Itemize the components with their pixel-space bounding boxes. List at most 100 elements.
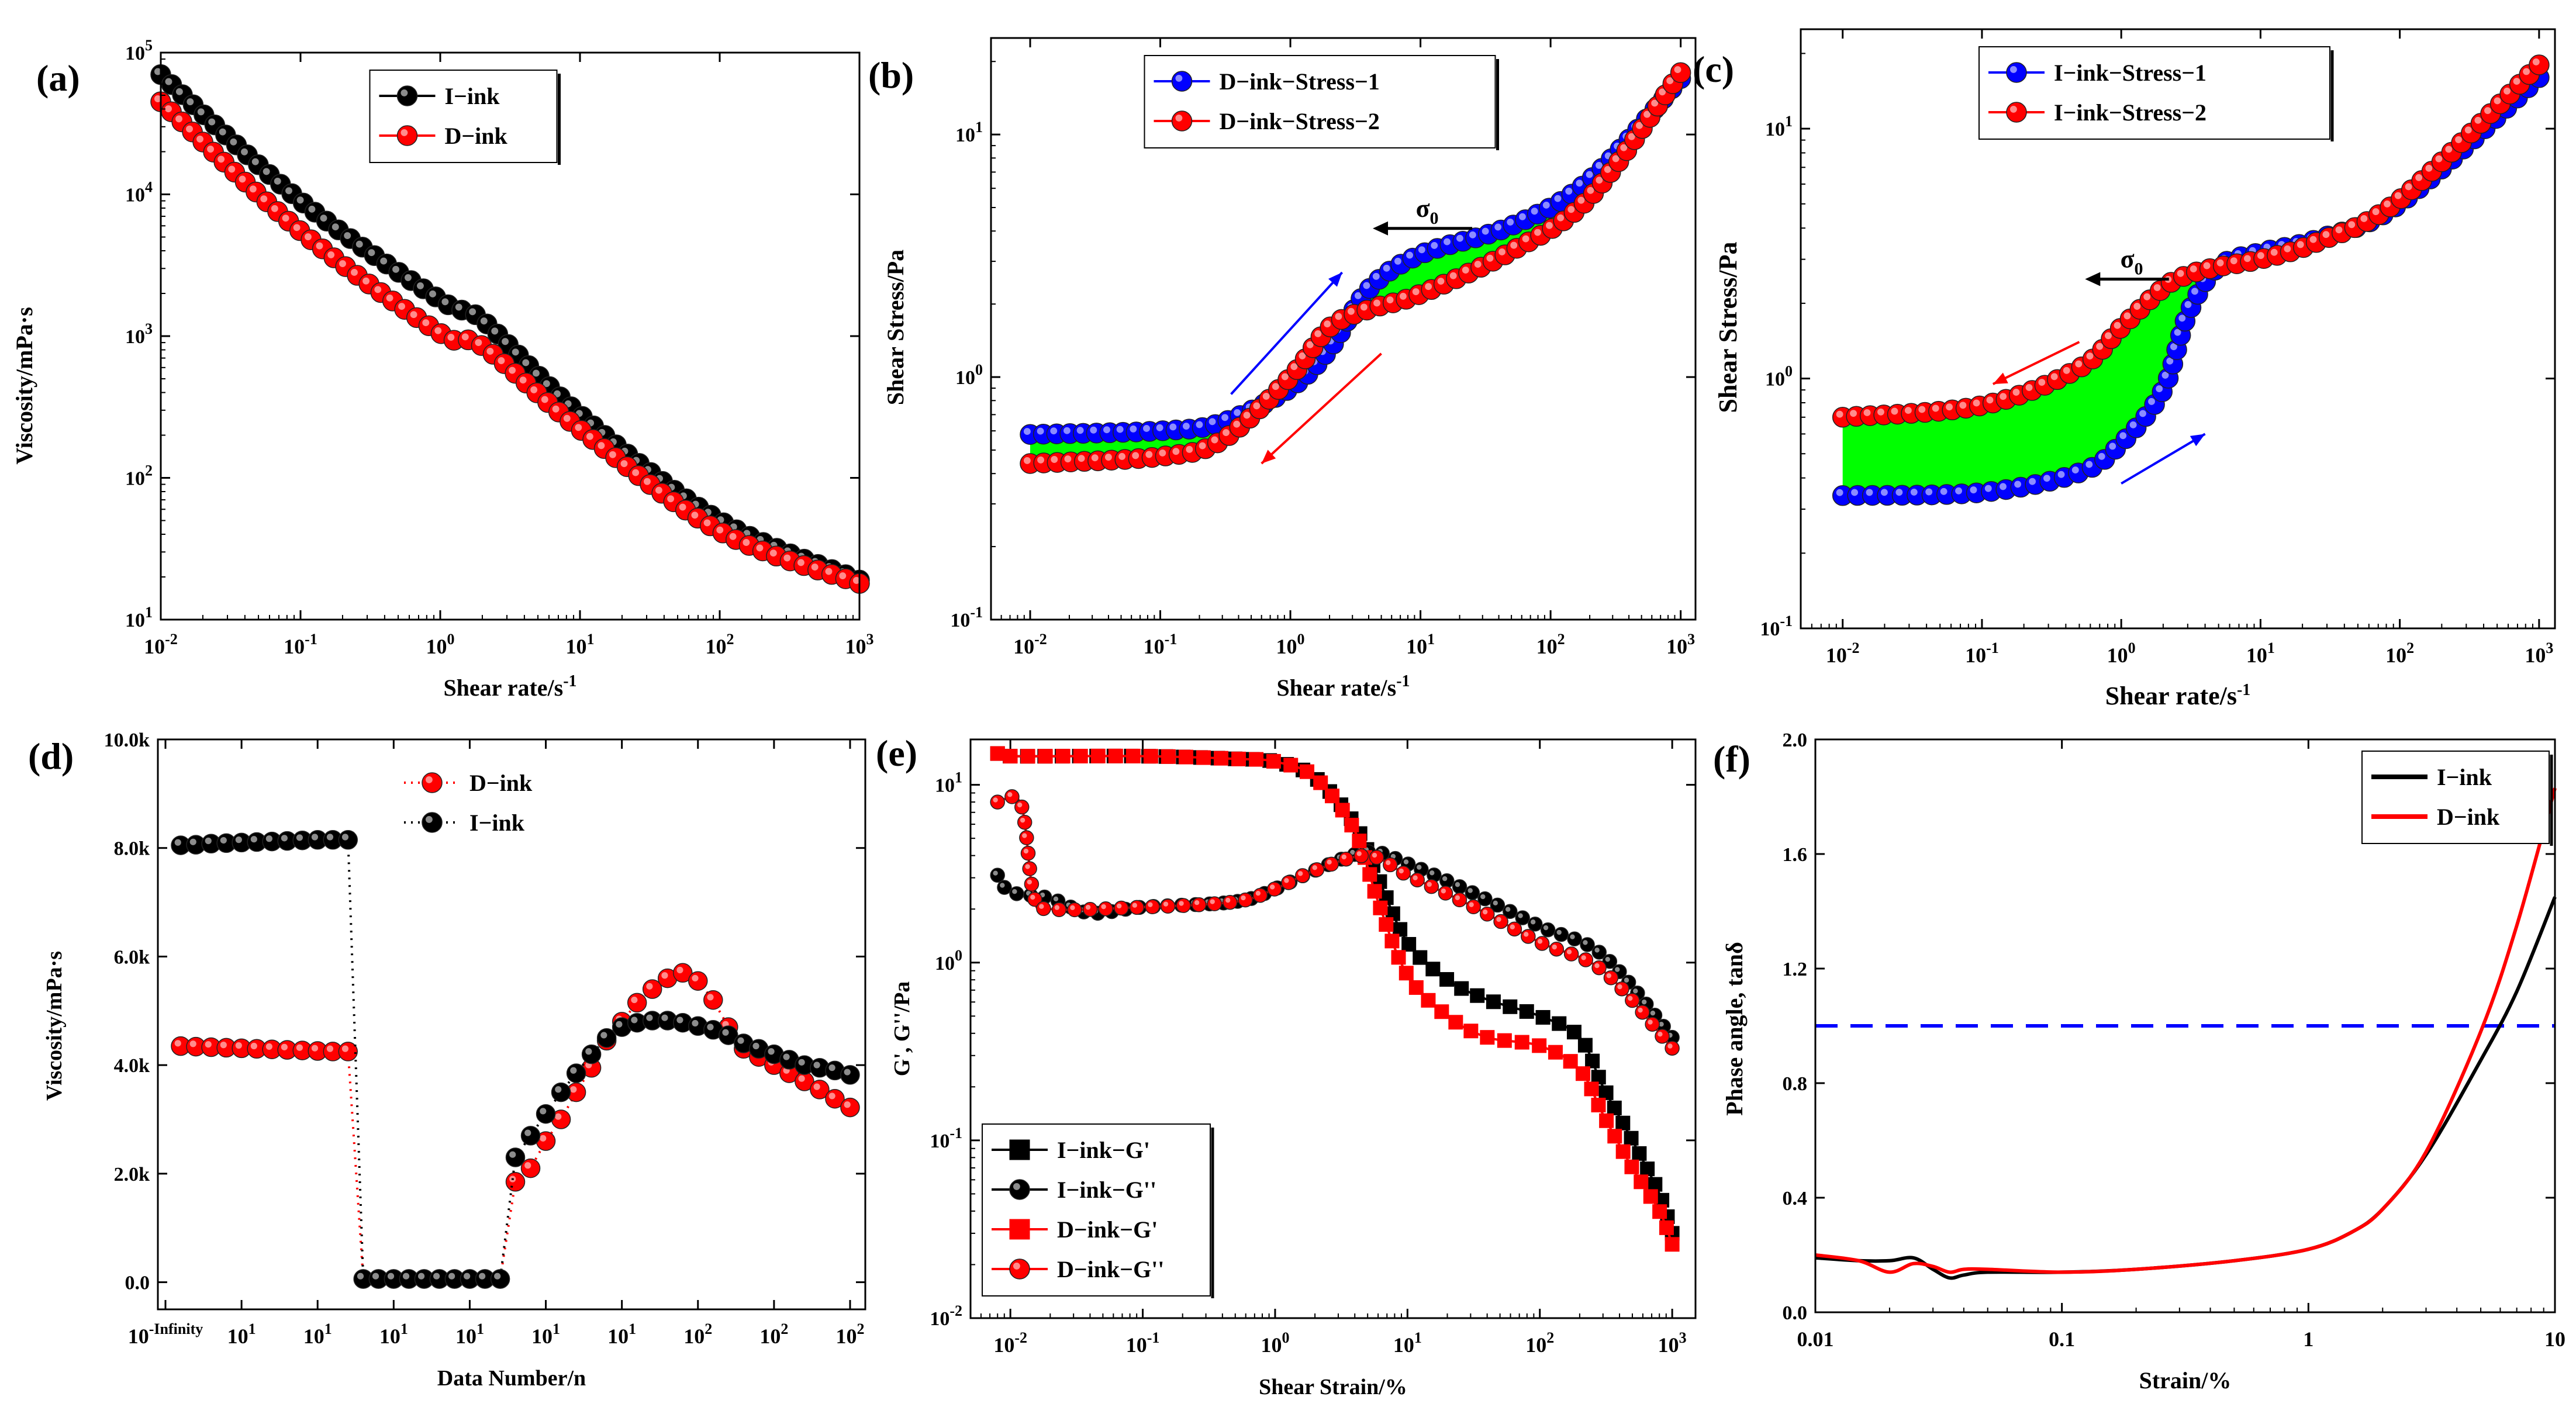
legend-marker-highlight <box>400 129 408 136</box>
y-tick-label: 0.4 <box>1783 1188 1808 1209</box>
data-point-highlight <box>2384 200 2391 208</box>
y-tick-label-base: 10 <box>935 775 955 797</box>
x-tick-label: 103 <box>1658 1329 1687 1357</box>
data-point-highlight <box>1482 909 1488 915</box>
data-point-highlight <box>1324 320 1331 328</box>
data-point <box>1391 950 1406 965</box>
data-point <box>1231 751 1246 766</box>
data-point-highlight <box>598 442 605 450</box>
data-point-highlight <box>1403 859 1409 865</box>
legend-entry-label: D−ink <box>469 770 533 796</box>
data-point-highlight <box>1383 264 1390 272</box>
data-point-highlight <box>250 1042 257 1050</box>
y-tick-label: 101 <box>955 119 983 146</box>
data-point-highlight <box>1455 895 1460 900</box>
x-tick-label-exp: -1 <box>1986 639 1999 656</box>
x-tick-label-base: 10 <box>1666 635 1687 658</box>
x-tick-label-exp: 2 <box>2406 639 2414 656</box>
data-point <box>1519 1004 1534 1019</box>
data-point <box>1108 748 1123 763</box>
data-point-highlight <box>1496 917 1501 922</box>
data-point-highlight <box>2096 343 2104 350</box>
series-f-0 <box>1815 896 2557 1280</box>
data-point <box>1067 902 1082 918</box>
data-point <box>1384 933 1400 949</box>
data-point-highlight <box>1507 218 1514 226</box>
data-point-highlight <box>570 1067 577 1074</box>
data-point-highlight <box>1474 261 1482 268</box>
data-point-highlight <box>1659 88 1666 96</box>
x-tick-label-exp: 2 <box>727 631 734 648</box>
data-point-highlight <box>1959 402 1967 409</box>
data-point-highlight <box>1498 248 1505 255</box>
x-tick-label-exp: -2 <box>1034 631 1047 648</box>
data-point <box>1591 1097 1606 1112</box>
x-tick-label-base: 10 <box>706 635 727 658</box>
x-tick-label: 102 <box>835 1320 864 1348</box>
x-tick-label-exp: 1 <box>629 1320 636 1337</box>
data-point-highlight <box>304 233 312 241</box>
data-point-highlight <box>1233 420 1241 428</box>
data-point-highlight <box>768 1048 775 1055</box>
data-point-highlight <box>1163 901 1169 907</box>
data-point-highlight <box>217 155 225 163</box>
data-point-highlight <box>2000 393 2007 400</box>
x-tick-label: 101 <box>1406 631 1435 658</box>
data-point <box>1051 902 1067 917</box>
y-tick-label-exp: 5 <box>145 37 153 54</box>
data-point-highlight <box>1427 881 1432 887</box>
x-tick-label: 102 <box>1536 631 1565 658</box>
data-point <box>1125 748 1141 763</box>
data-point-highlight <box>2153 284 2161 291</box>
y-tick-label-base: 10 <box>125 185 145 206</box>
data-point-highlight <box>541 396 548 403</box>
data-point-highlight <box>1394 257 1401 265</box>
data-point-highlight <box>676 1017 683 1024</box>
x-axis-label: Shear rate/s-1 <box>2105 681 2251 710</box>
data-point <box>840 1065 860 1085</box>
data-point <box>1643 1189 1658 1204</box>
data-point-highlight <box>1449 272 1457 279</box>
y-tick-label: 10-1 <box>930 1125 962 1152</box>
data-point-highlight <box>1350 849 1355 855</box>
y-axis-label: Shear Stress/Pa <box>882 250 909 405</box>
data-point-highlight <box>2230 257 2237 265</box>
y-tick-label-exp: 0 <box>975 361 983 378</box>
data-point-highlight <box>811 563 819 571</box>
x-tick-label: 102 <box>683 1320 712 1348</box>
data-point-highlight <box>716 526 724 534</box>
data-point-highlight <box>1208 418 1216 426</box>
data-point-highlight <box>1007 792 1013 797</box>
data-point-highlight <box>1132 452 1139 459</box>
x-tick-label: 100 <box>1261 1329 1289 1357</box>
data-point-highlight <box>2523 68 2530 75</box>
data-point-highlight <box>1493 900 1498 906</box>
data-point-highlight <box>1299 352 1306 359</box>
panel-b-plot <box>1020 62 1691 474</box>
data-point-highlight <box>828 1092 835 1100</box>
data-point-highlight <box>1522 235 1529 243</box>
x-tick-label-exp: -1 <box>1165 631 1177 648</box>
x-tick-label: 103 <box>845 631 874 658</box>
x-tick-label: 101 <box>607 1320 636 1348</box>
data-point-highlight <box>326 834 334 841</box>
panel-a-axes: 10-2 10-1 100 101 102 103101102103104105Shear… <box>11 37 874 701</box>
data-point <box>1575 1066 1590 1081</box>
data-point-highlight <box>2129 421 2137 428</box>
data-point-highlight <box>540 1135 547 1142</box>
data-point-highlight <box>249 185 257 193</box>
sigma-label: σ0 <box>1416 194 1439 228</box>
data-point-highlight <box>265 1043 272 1050</box>
data-point-highlight <box>512 348 519 356</box>
data-point-highlight <box>1594 963 1600 969</box>
data-point-highlight <box>1223 429 1230 437</box>
x-tick-label-exp: 0 <box>2128 639 2136 656</box>
data-point-highlight <box>2322 231 2330 238</box>
data-point <box>1665 1040 1680 1056</box>
data-point-highlight <box>2086 352 2094 359</box>
data-point-highlight <box>1078 455 1085 462</box>
data-point-highlight <box>480 317 488 325</box>
data-point-highlight <box>405 274 412 281</box>
data-point-highlight <box>1836 410 1843 418</box>
sigma-arrow-head <box>2085 272 2101 286</box>
